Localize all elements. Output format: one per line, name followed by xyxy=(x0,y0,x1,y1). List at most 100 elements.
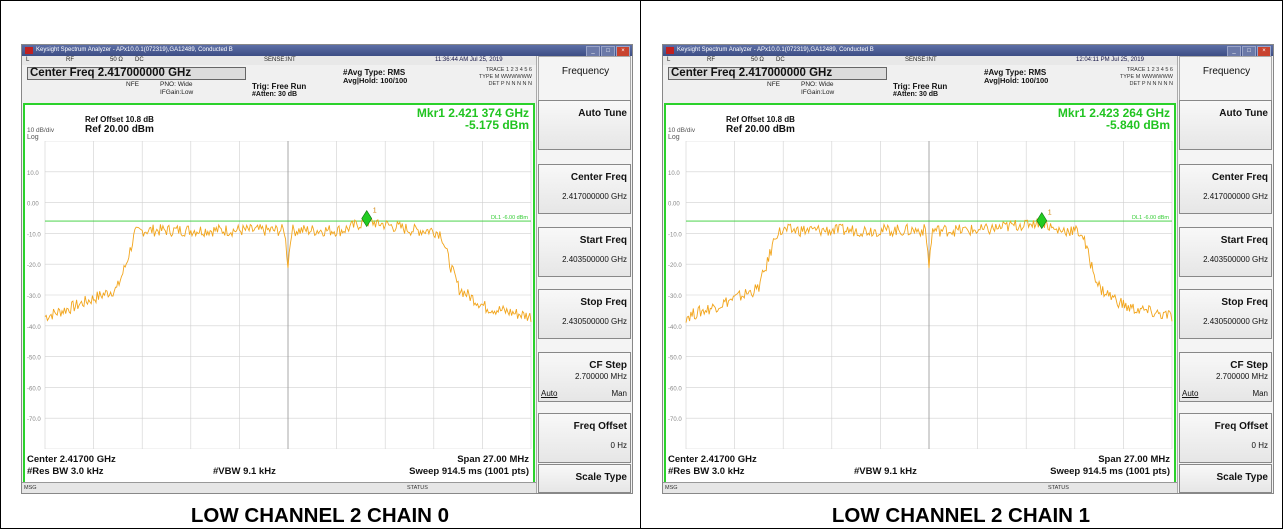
marker-1-diamond xyxy=(361,209,373,228)
ifgain-label: IFGain:Low xyxy=(160,89,194,96)
y-tick-label: -40.0 xyxy=(27,325,41,331)
center-freq-readout[interactable]: Center Freq 2.417000000 GHz xyxy=(27,67,246,80)
avg-hold-label: Avg|Hold: 100/100 xyxy=(343,76,408,85)
stop-freq-button[interactable]: Stop Freq 2.430500000 GHz xyxy=(538,289,631,339)
auto-tune-button[interactable]: Auto Tune xyxy=(1179,100,1272,150)
trace-legend: TRACE 1 2 3 4 5 6 TYPE M WWWWWW DET P N … xyxy=(466,67,532,88)
nfe-label: NFE xyxy=(126,81,139,88)
y-tick-label: 10.0 xyxy=(668,171,680,177)
center-freq-button[interactable]: Center Freq 2.417000000 GHz xyxy=(538,164,631,214)
auto-tune-button[interactable]: Auto Tune xyxy=(538,100,631,150)
window-title: Keysight Spectrum Analyzer - APx10.0.1(0… xyxy=(677,47,874,53)
message-bar: MSG STATUS xyxy=(22,482,536,493)
spectrum-plot[interactable]: 10.0 0.00 -10.0 -20.0 -30.0 -40.0 -50.0 -60.0 -7… xyxy=(25,141,533,449)
timestamp: 11:36:44 AM Jul 25, 2019 xyxy=(435,57,503,63)
start-freq-button[interactable]: Start Freq 2.403500000 GHz xyxy=(538,227,631,277)
sense-status: SENSE:INT xyxy=(264,57,296,63)
window-controls: _ □ × xyxy=(586,46,630,57)
log-label: Log xyxy=(668,134,680,141)
panel-caption: LOW CHANNEL 2 CHAIN 1 xyxy=(831,504,1091,527)
span-footer: Span 27.00 MHz xyxy=(1098,454,1170,465)
scale-per-div: 10 dB/div xyxy=(668,127,696,134)
title-bar: Keysight Spectrum Analyzer - APx10.0.1(0… xyxy=(663,45,1273,57)
y-tick-label: -10.0 xyxy=(27,232,41,238)
window-controls: _ □ × xyxy=(1227,46,1271,57)
menu-item-impedance[interactable]: 50 Ω xyxy=(751,57,764,63)
y-tick-label: -50.0 xyxy=(27,356,41,362)
center-freq-footer: Center 2.41700 GHz xyxy=(668,454,757,465)
marker-1-diamond xyxy=(1036,212,1048,230)
freq-offset-button[interactable]: Freq Offset 0 Hz xyxy=(1179,413,1272,463)
spectrum-plot[interactable]: 10.0 0.00 -10.0 -20.0 -30.0 -40.0 -50.0 -60.0 -7… xyxy=(666,141,1174,449)
y-tick-label: -40.0 xyxy=(668,325,682,331)
window-title: Keysight Spectrum Analyzer - APx10.0.1(0… xyxy=(36,47,233,53)
menu-item-rf[interactable]: RF xyxy=(66,57,74,63)
nfe-label: NFE xyxy=(767,81,780,88)
spectrum-display: Ref Offset 10.8 dB Ref 20.00 dBm 10 dB/d… xyxy=(664,103,1176,491)
pno-label: PNO: Wide xyxy=(801,81,834,88)
softkey-menu-title: Frequency xyxy=(538,56,631,106)
y-tick-label: -10.0 xyxy=(668,232,682,238)
trace-legend: TRACE 1 2 3 4 5 6 TYPE M WWWWWW DET P N … xyxy=(1107,67,1173,88)
y-tick-label: 0.00 xyxy=(668,202,680,208)
scale-type-button[interactable]: Scale Type xyxy=(538,464,631,493)
avg-type-label: #Avg Type: RMS xyxy=(343,68,406,77)
marker-readout: Mkr1 2.421 374 GHz -5.175 dBm xyxy=(417,107,529,131)
menu-item-coupling[interactable]: DC xyxy=(135,57,144,63)
menu-item-rf[interactable]: RF xyxy=(707,57,715,63)
sweep-footer: Sweep 914.5 ms (1001 pts) xyxy=(1050,466,1170,477)
y-tick-label: -30.0 xyxy=(27,294,41,300)
panel-right: Keysight Spectrum Analyzer - APx10.0.1(0… xyxy=(641,0,1281,529)
cf-step-button[interactable]: CF Step 2.700000 MHz Auto Man xyxy=(538,352,631,402)
sense-status: SENSE:INT xyxy=(905,57,937,63)
center-freq-button[interactable]: Center Freq 2.417000000 GHz xyxy=(1179,164,1272,214)
marker-freq: Mkr1 2.423 264 GHz xyxy=(1057,106,1170,120)
app-icon xyxy=(666,47,674,54)
avg-type-label: #Avg Type: RMS xyxy=(984,68,1047,77)
softkey-panel: Frequency Auto Tune Center Freq 2.4170000… xyxy=(1177,56,1273,493)
freq-offset-button[interactable]: Freq Offset 0 Hz xyxy=(538,413,631,463)
trace-1 xyxy=(44,217,532,322)
type-row: TYPE M WWWWWW xyxy=(478,74,532,80)
status-label: STATUS xyxy=(1048,485,1069,491)
marker-level: -5.175 dBm xyxy=(464,118,529,132)
y-tick-label: -20.0 xyxy=(668,263,682,269)
y-tick-label: -70.0 xyxy=(668,417,682,423)
rbw-footer: #Res BW 3.0 kHz xyxy=(668,466,745,477)
title-bar: Keysight Spectrum Analyzer - APx10.0.1(0… xyxy=(22,45,632,57)
trace-row: TRACE 1 2 3 4 5 6 xyxy=(1126,67,1173,73)
cf-step-button[interactable]: CF Step 2.700000 MHz Auto Man xyxy=(1179,352,1272,402)
center-freq-readout[interactable]: Center Freq 2.417000000 GHz xyxy=(668,67,887,80)
type-row: TYPE M WWWWWW xyxy=(1119,74,1173,80)
ref-level: Ref 20.00 dBm xyxy=(726,124,795,135)
menu-item-impedance[interactable]: 50 Ω xyxy=(110,57,123,63)
stop-freq-button[interactable]: Stop Freq 2.430500000 GHz xyxy=(1179,289,1272,339)
vbw-footer: #VBW 9.1 kHz xyxy=(854,466,917,477)
ref-offset: Ref Offset 10.8 dB xyxy=(726,115,795,124)
menu-item-coupling[interactable]: DC xyxy=(776,57,785,63)
ref-level: Ref 20.00 dBm xyxy=(85,124,154,135)
settings-bar: Center Freq 2.417000000 GHz NFE PNO: Wid… xyxy=(663,65,1177,103)
analyzer-window: Keysight Spectrum Analyzer - APx10.0.1(0… xyxy=(662,44,1274,494)
pno-label: PNO: Wide xyxy=(160,81,193,88)
y-tick-label: -30.0 xyxy=(668,294,682,300)
trace-row: TRACE 1 2 3 4 5 6 xyxy=(485,67,532,73)
attenuation-label: #Atten: 30 dB xyxy=(252,91,298,98)
ref-offset: Ref Offset 10.8 dB xyxy=(85,115,154,124)
menu-item-l[interactable]: L xyxy=(667,57,671,63)
trigger-label: Trig: Free Run xyxy=(893,82,948,91)
display-line-label: DL1 -6.00 dBm xyxy=(1132,215,1169,221)
det-row: DET P N N N N N xyxy=(488,81,533,87)
start-freq-button[interactable]: Start Freq 2.403500000 GHz xyxy=(1179,227,1272,277)
app-icon xyxy=(25,47,33,54)
marker-1-label: 1 xyxy=(1048,210,1052,217)
y-tick-label: 10.0 xyxy=(27,171,39,177)
menu-item-l[interactable]: L xyxy=(26,57,30,63)
sweep-footer: Sweep 914.5 ms (1001 pts) xyxy=(409,466,529,477)
ifgain-label: IFGain:Low xyxy=(801,89,835,96)
softkey-menu-title: Frequency xyxy=(1179,56,1272,106)
scale-type-button[interactable]: Scale Type xyxy=(1179,464,1272,493)
panel-caption: LOW CHANNEL 2 CHAIN 0 xyxy=(190,504,450,527)
span-footer: Span 27.00 MHz xyxy=(457,454,529,465)
analyzer-window: Keysight Spectrum Analyzer - APx10.0.1(0… xyxy=(21,44,633,494)
